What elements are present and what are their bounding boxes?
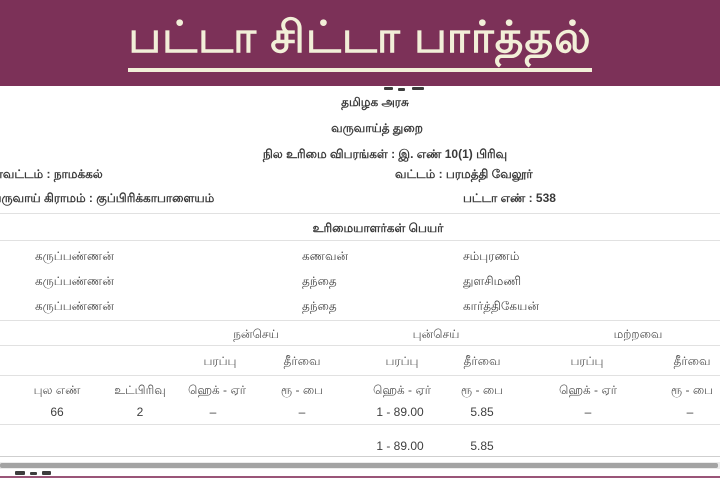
patta-document: தமிழக அரசு வருவாய்த் துறை நில உரிமை விபர… xyxy=(0,86,720,480)
owner-relative: துளசிமணி xyxy=(463,274,522,288)
divider xyxy=(0,375,720,376)
area-unit-header: ஹெக் - ஏர் xyxy=(559,383,617,397)
tax-subheader: தீர்வை xyxy=(463,354,501,368)
patta-number-label: பட்டா எண் : 538 xyxy=(463,191,556,205)
page-banner: பட்டா சிட்டா பார்த்தல் xyxy=(0,0,720,86)
owner-relation: தந்தை xyxy=(302,274,337,288)
owner-name: கருப்பண்ணன் xyxy=(35,249,114,263)
owner-relation: கணவன் xyxy=(302,249,349,263)
scrollbar-thumb[interactable] xyxy=(0,463,718,468)
owner-relative: சம்புரணம் xyxy=(463,249,520,263)
owners-heading: உரிமையாளர்கள் பெயர் xyxy=(312,221,444,235)
next-section-border xyxy=(0,476,720,478)
divider xyxy=(0,345,720,346)
taluk-label: வட்டம் : பரமத்தி வேலூர் xyxy=(395,167,533,181)
village-label: வருவாய் கிராமம் : குப்பிரிக்காபாளையம் xyxy=(0,191,215,205)
owner-relation: தந்தை xyxy=(302,299,337,313)
record-type-title: நில உரிமை விபரங்கள் : இ. எண் 10(1) பிரிவ… xyxy=(262,147,508,161)
other-area-value: – xyxy=(584,405,592,419)
divider xyxy=(0,320,720,321)
horizontal-scrollbar[interactable] xyxy=(0,462,720,469)
subdivision-header: உட்பிரிவு xyxy=(114,383,166,397)
owner-relative: கார்த்திகேயன் xyxy=(463,299,539,313)
survey-no-header: புல எண் xyxy=(33,383,81,397)
nanjai-group-header: நன்செய் xyxy=(233,327,279,341)
nanjai-tax-value: – xyxy=(298,405,306,419)
punjai-tax-value: 5.85 xyxy=(470,405,494,419)
owner-name: கருப்பண்ணன் xyxy=(35,299,114,313)
punjai-area-value: 1 - 89.00 xyxy=(376,405,424,419)
tax-unit-header: ரூ - பை xyxy=(670,383,714,397)
tax-unit-header: ரூ - பை xyxy=(280,383,324,397)
tax-subheader: தீர்வை xyxy=(673,354,711,368)
divider xyxy=(0,213,720,214)
other-tax-value: – xyxy=(686,405,694,419)
department-name: வருவாய்த் துறை xyxy=(331,121,423,135)
area-unit-header: ஹெக் - ஏர் xyxy=(373,383,431,397)
subdivision-value: 2 xyxy=(136,405,144,419)
area-subheader: பரப்பு xyxy=(385,354,419,368)
total-punjai-area: 1 - 89.00 xyxy=(376,439,424,453)
divider xyxy=(0,424,720,425)
tax-subheader: தீர்வை xyxy=(283,354,321,368)
govt-name: தமிழக அரசு xyxy=(341,95,409,109)
area-unit-header: ஹெக் - ஏர் xyxy=(188,383,246,397)
survey-no-value: 66 xyxy=(50,405,64,419)
divider xyxy=(0,456,720,457)
tax-unit-header: ரூ - பை xyxy=(460,383,504,397)
area-subheader: பரப்பு xyxy=(570,354,604,368)
nanjai-area-value: – xyxy=(209,405,217,419)
total-punjai-tax: 5.85 xyxy=(470,439,494,453)
punjai-group-header: புன்செய் xyxy=(412,327,460,341)
page-title: பட்டா சிட்டா பார்த்தல் xyxy=(128,13,592,72)
others-group-header: மற்றவை xyxy=(613,327,663,341)
owner-name: கருப்பண்ணன் xyxy=(35,274,114,288)
divider xyxy=(0,240,720,241)
area-subheader: பரப்பு xyxy=(203,354,237,368)
district-label: மாவட்டம் : நாமக்கல் xyxy=(0,167,103,181)
